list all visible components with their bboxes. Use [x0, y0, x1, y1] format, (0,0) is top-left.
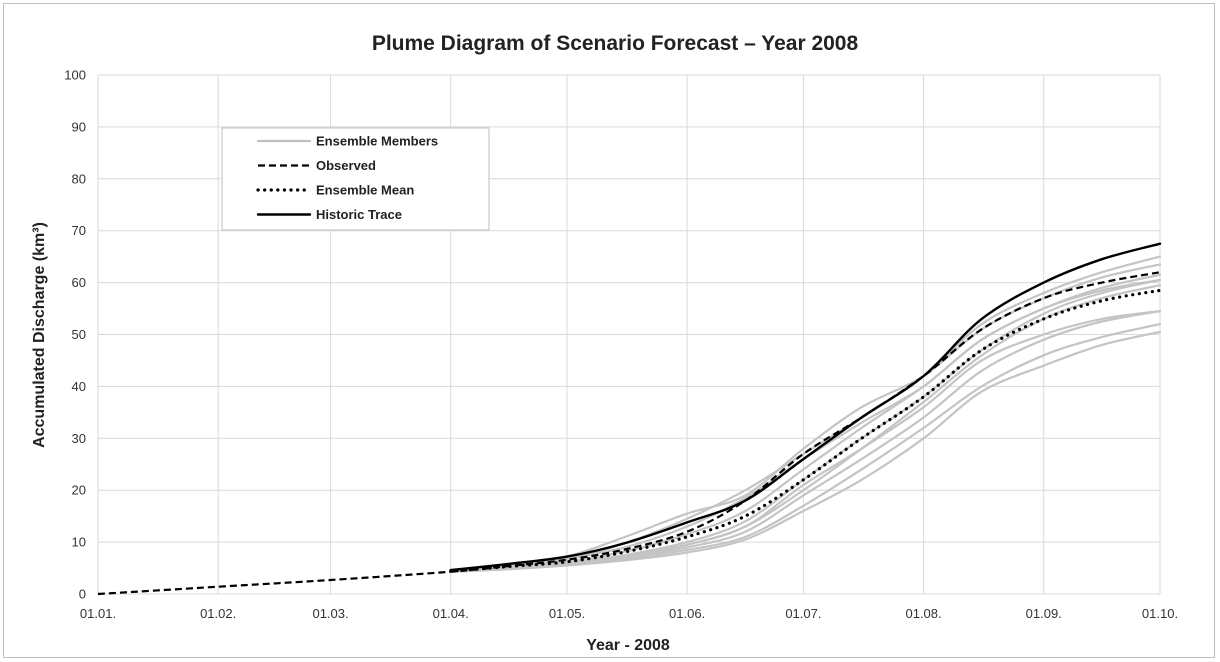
ensemble-member-line [449, 278, 1162, 573]
y-tick-label: 60 [72, 275, 86, 290]
legend-label: Ensemble Mean [316, 183, 414, 198]
chart-title: Plume Diagram of Scenario Forecast – Yea… [372, 32, 859, 55]
y-tick-label: 30 [72, 431, 86, 446]
x-tick-label: 01.02. [200, 606, 236, 621]
x-tick-label: 01.07. [785, 606, 821, 621]
y-tick-label: 100 [64, 68, 86, 83]
x-tick-label: 01.01. [80, 606, 116, 621]
x-axis-ticks: 01.01. 01.02. 01.03. 01.04. 01.05. 01.06. 01.0… [80, 606, 1178, 621]
ensemble-series-group [449, 255, 1162, 573]
y-tick-label: 10 [72, 535, 86, 550]
legend: Ensemble Members Observed Ensemble Mean His… [221, 127, 490, 231]
ensemble-member-line [449, 273, 1162, 573]
ensemble-member-line [449, 310, 1162, 573]
x-tick-label: 01.03. [312, 606, 348, 621]
x-tick-label: 01.06. [669, 606, 705, 621]
legend-box [221, 127, 490, 231]
ensemble-member-line [449, 284, 1162, 573]
x-tick-label: 01.04. [433, 606, 469, 621]
y-tick-label: 80 [72, 171, 86, 186]
y-tick-label: 0 [79, 587, 86, 602]
y-tick-label: 40 [72, 379, 86, 394]
ensemble-mean-line [449, 288, 1162, 573]
x-tick-label: 01.10. [1142, 606, 1178, 621]
x-axis-label: Year - 2008 [586, 637, 670, 654]
observed-line [97, 271, 1161, 596]
x-tick-label: 01.09. [1026, 606, 1062, 621]
x-tick-label: 01.08. [905, 606, 941, 621]
legend-label: Observed [316, 158, 376, 173]
main-series-group [97, 242, 1162, 596]
x-tick-label: 01.05. [549, 606, 585, 621]
y-tick-label: 70 [72, 223, 86, 238]
ensemble-member-line [449, 278, 1162, 573]
historic-trace-line [449, 242, 1162, 572]
y-tick-label: 90 [72, 119, 86, 134]
legend-label: Historic Trace [316, 207, 402, 222]
y-tick-label: 50 [72, 327, 86, 342]
legend-label: Ensemble Members [316, 134, 438, 149]
y-axis-ticks: 0 10 20 30 40 50 60 70 80 90 100 [64, 68, 86, 602]
y-tick-label: 20 [72, 483, 86, 498]
y-axis-label: Accumulated Discharge (km³) [31, 222, 48, 448]
ensemble-member-line [449, 310, 1162, 573]
